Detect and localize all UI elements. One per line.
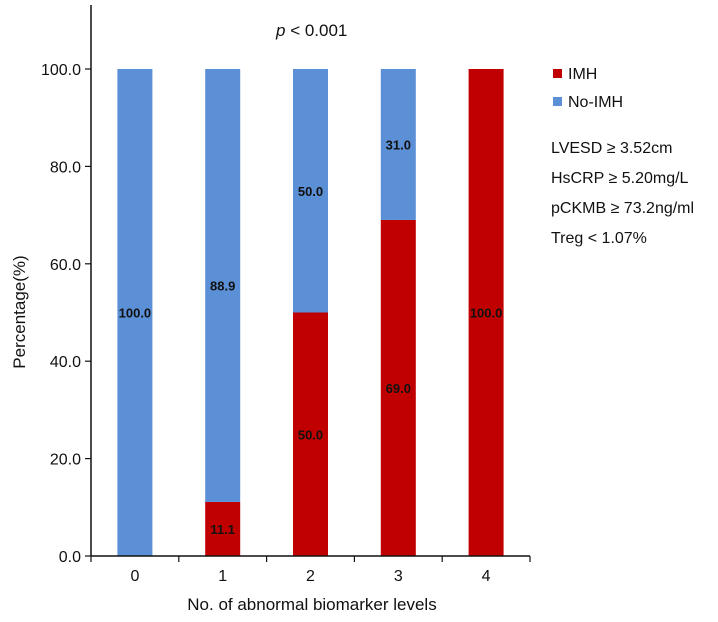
bar-imh-3 xyxy=(380,219,416,556)
y-tick-label: 40.0 xyxy=(50,354,81,371)
y-tick-label: 100.0 xyxy=(41,62,81,79)
bar-no-imh-3 xyxy=(380,69,416,220)
y-tick-label: 80.0 xyxy=(50,159,81,176)
criteria-item-lvesd: LVESD ≥ 3.52cm xyxy=(551,140,672,157)
criteria-list: LVESD ≥ 3.52cm HsCRP ≥ 5.20mg/L pCKMB ≥ … xyxy=(551,140,694,247)
data-label-imh-4: 100.0 xyxy=(470,306,503,321)
y-tick-label: 20.0 xyxy=(50,452,81,469)
data-label-no-imh-3: 31.0 xyxy=(386,137,411,152)
bar-no-imh-2 xyxy=(293,69,328,313)
x-tick-label: 3 xyxy=(394,568,403,585)
p-value-text: < 0.001 xyxy=(285,21,347,40)
data-label-no-imh-2: 50.0 xyxy=(298,184,323,199)
criteria-item-hscrp: HsCRP ≥ 5.20mg/L xyxy=(551,170,689,187)
y-tick-label: 60.0 xyxy=(50,257,81,274)
data-label-imh-3: 69.0 xyxy=(386,381,411,396)
x-tick-label: 2 xyxy=(306,568,315,585)
data-label-no-imh-1: 88.9 xyxy=(210,278,235,293)
legend-label-no-imh: No-IMH xyxy=(568,94,623,111)
x-tick-label: 0 xyxy=(130,568,139,585)
bar-imh-4 xyxy=(468,69,504,556)
p-symbol: p xyxy=(275,21,285,40)
legend-swatch-no-imh xyxy=(553,97,562,106)
x-tick-label: 4 xyxy=(482,568,491,585)
legend-label-imh: IMH xyxy=(568,66,597,83)
bar-imh-1 xyxy=(205,501,241,556)
x-axis-title: No. of abnormal biomarker levels xyxy=(187,595,436,614)
legend-swatch-imh xyxy=(553,69,562,78)
plot-area: 100.0 11.1 88.9 50.0 50.0 69.0 31.0 100.0 0.0 20.… xyxy=(41,5,531,585)
criteria-item-treg: Treg < 1.07% xyxy=(551,230,647,247)
bar-no-imh-0 xyxy=(117,69,153,556)
data-label-no-imh-0: 100.0 xyxy=(119,306,152,321)
bar-no-imh-1 xyxy=(205,69,241,502)
data-label-imh-2: 50.0 xyxy=(298,427,323,442)
data-label-imh-1: 11.1 xyxy=(210,522,235,537)
x-tick-label: 1 xyxy=(218,568,227,585)
p-value-annotation: p < 0.001 xyxy=(275,21,347,40)
legend: IMH No-IMH xyxy=(553,66,623,111)
criteria-item-pckmb: pCKMB ≥ 73.2ng/ml xyxy=(551,200,694,217)
y-axis-title: Percentage(%) xyxy=(10,255,29,368)
y-tick-label: 0.0 xyxy=(59,549,81,566)
bar-imh-2 xyxy=(293,312,328,556)
